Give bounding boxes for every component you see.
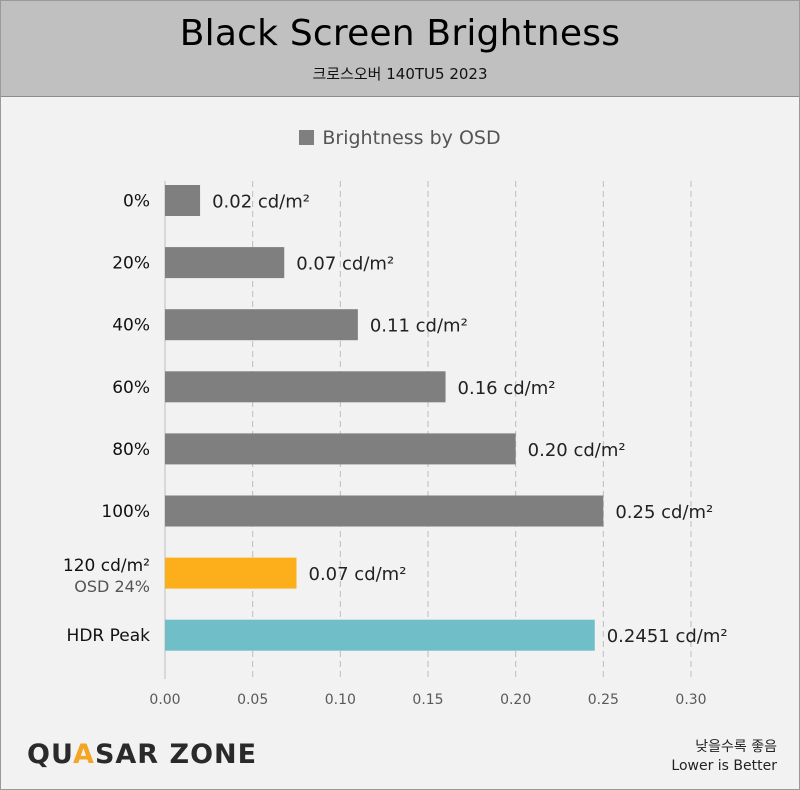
bar (165, 557, 297, 589)
x-tick-label: 0.05 (237, 692, 268, 708)
chart-subtitle: 크로스오버 140TU5 2023 (312, 65, 488, 83)
bar (165, 371, 446, 403)
legend: Brightness by OSD (1, 127, 799, 149)
x-tick-label: 0.20 (500, 692, 531, 708)
bar (165, 185, 201, 216)
footnote-english: Lower is Better (671, 758, 777, 774)
x-tick-label: 0.15 (412, 692, 443, 708)
x-tick-label: 0.25 (588, 692, 619, 708)
footnote: 낮을수록 좋음 Lower is Better (671, 738, 777, 776)
category-label: 0% (123, 192, 150, 212)
bar (165, 495, 604, 527)
footnote-korean: 낮을수록 좋음 (695, 739, 777, 755)
data-label: 0.2451 cd/m² (607, 626, 728, 647)
header-banner: Black Screen Brightness 크로스오버 140TU5 202… (1, 1, 799, 97)
category-sublabel: OSD 24% (74, 577, 150, 596)
legend-label: Brightness by OSD (322, 127, 501, 149)
category-label: 40% (112, 316, 150, 336)
category-label: 100% (101, 502, 150, 522)
data-label: 0.07 cd/m² (296, 254, 394, 275)
legend-swatch (299, 130, 315, 145)
data-label: 0.11 cd/m² (370, 316, 468, 337)
category-label: 80% (112, 440, 150, 460)
logo-text-left: QU (27, 739, 74, 770)
x-tick-label: 0.00 (149, 692, 180, 708)
quasarzone-logo: QUASAR ZONE (27, 739, 257, 770)
category-label: 60% (112, 378, 150, 398)
category-label: 20% (112, 254, 150, 274)
data-label: 0.25 cd/m² (615, 502, 713, 523)
bar (165, 619, 595, 651)
x-tick-label: 0.30 (675, 692, 706, 708)
bar (165, 247, 285, 279)
category-label: HDR Peak (67, 626, 151, 646)
logo-text-right: SAR ZONE (94, 739, 258, 770)
data-label: 0.20 cd/m² (528, 440, 626, 461)
logo-text-accent: A (73, 739, 95, 770)
x-tick-label: 0.10 (325, 692, 356, 708)
bar (165, 309, 358, 341)
data-label: 0.02 cd/m² (212, 192, 310, 213)
category-label: 120 cd/m² (63, 556, 150, 576)
data-label: 0.07 cd/m² (309, 564, 407, 585)
bar (165, 433, 516, 465)
data-label: 0.16 cd/m² (458, 378, 556, 399)
chart-title: Black Screen Brightness (179, 13, 621, 54)
